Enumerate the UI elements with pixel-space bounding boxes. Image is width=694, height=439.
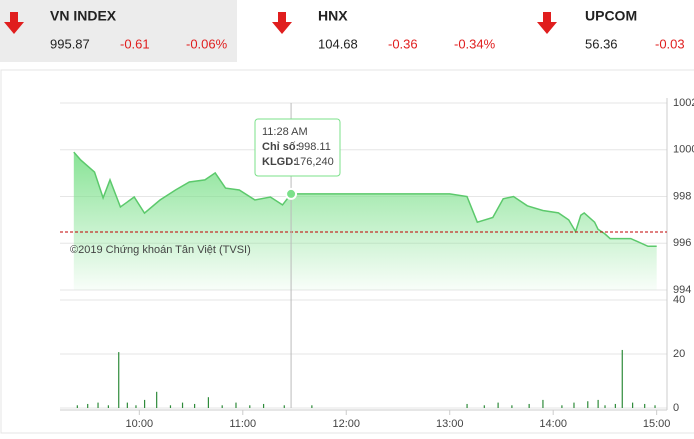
volume-bar xyxy=(604,405,606,408)
down-arrow xyxy=(4,12,24,34)
volume-bar xyxy=(587,401,589,408)
volume-bar xyxy=(262,403,265,408)
index-change: -0.36 xyxy=(388,36,418,51)
volume-bar xyxy=(511,405,513,408)
volume-bar xyxy=(311,405,313,408)
active-tab-bg xyxy=(0,0,237,62)
y-tick-label: 996 xyxy=(673,237,691,249)
down-arrows xyxy=(4,12,557,34)
volume-bar xyxy=(483,405,485,408)
chart-frame xyxy=(0,69,694,434)
down-arrow xyxy=(537,12,557,34)
volume-bar xyxy=(573,402,575,408)
volume-bar xyxy=(97,402,99,408)
volume-bar xyxy=(654,405,656,408)
volume-bar xyxy=(466,403,468,408)
index-value: 104.68 xyxy=(318,36,358,51)
x-tick-label: 13:00 xyxy=(436,418,464,430)
x-tick-label: 12:00 xyxy=(332,418,360,430)
volume-bar xyxy=(497,402,499,408)
volume-bar xyxy=(87,403,89,408)
volume-bar xyxy=(614,403,616,408)
volume-bar xyxy=(644,403,646,408)
credit: ©2019 Chứng khoán Tân Việt (TVSI) xyxy=(70,244,251,256)
volume-bar xyxy=(181,402,184,408)
volume-bar xyxy=(542,399,544,408)
y-tick-label: 0 xyxy=(673,402,679,414)
tooltip-value: 998.11 xyxy=(298,141,331,153)
y-tick-label: 1002 xyxy=(673,97,694,109)
price-line xyxy=(73,151,657,248)
index-change: -0.03 xyxy=(655,36,685,51)
tooltip-value: 176,240 xyxy=(294,156,334,168)
index-percent: -0.34% xyxy=(454,36,496,51)
volume-bar xyxy=(597,399,599,408)
volume-bar xyxy=(135,405,137,408)
volume-bar xyxy=(249,405,251,408)
x-tick-label: 10:00 xyxy=(126,418,154,430)
tooltip-label: KLGD: xyxy=(262,156,297,168)
volume-bar xyxy=(207,397,210,408)
index-name[interactable]: HNX xyxy=(318,8,348,24)
volume-bar xyxy=(283,405,285,408)
tooltip-label: Chỉ số: xyxy=(262,141,299,153)
volume-bar xyxy=(126,402,128,408)
hover-point xyxy=(285,187,298,200)
index-name[interactable]: UPCOM xyxy=(585,8,637,24)
x-tick-label: 14:00 xyxy=(539,418,567,430)
index-percent: -0.06% xyxy=(186,36,228,51)
volume-bar xyxy=(169,405,172,408)
x-tick-label: 11:00 xyxy=(229,418,256,430)
volume-bar xyxy=(143,399,146,408)
tooltip-box xyxy=(254,118,341,177)
index-name[interactable]: VN INDEX xyxy=(50,8,117,24)
volume-bar xyxy=(76,405,78,408)
y-tick-label: 998 xyxy=(673,190,691,202)
y-tick-label: 994 xyxy=(673,284,691,296)
x-tick-label: 15:00 xyxy=(643,418,671,430)
volume-bar xyxy=(621,349,623,408)
y-tick-label: 40 xyxy=(673,294,685,306)
volume-bar xyxy=(156,391,158,408)
volume-bar xyxy=(107,405,109,408)
down-arrow xyxy=(272,12,292,34)
index-change: -0.61 xyxy=(120,36,150,51)
volume-bar xyxy=(632,402,634,408)
header: VN INDEX 995.87 -0.61 -0.06% HNX 104.68 -0.36 -… xyxy=(50,8,685,52)
volume-bar xyxy=(118,352,120,408)
y-tick-label: 20 xyxy=(673,348,685,360)
price-area xyxy=(73,152,657,290)
volume-bar xyxy=(221,405,223,408)
index-value: 56.36 xyxy=(585,36,618,51)
tooltip-time: 11:28 AM xyxy=(262,126,308,138)
volume-bar xyxy=(561,405,563,408)
volume-bar xyxy=(235,402,237,408)
volume-bar xyxy=(528,403,530,408)
volume-bar xyxy=(194,403,196,408)
index-value: 995.87 xyxy=(50,36,90,51)
